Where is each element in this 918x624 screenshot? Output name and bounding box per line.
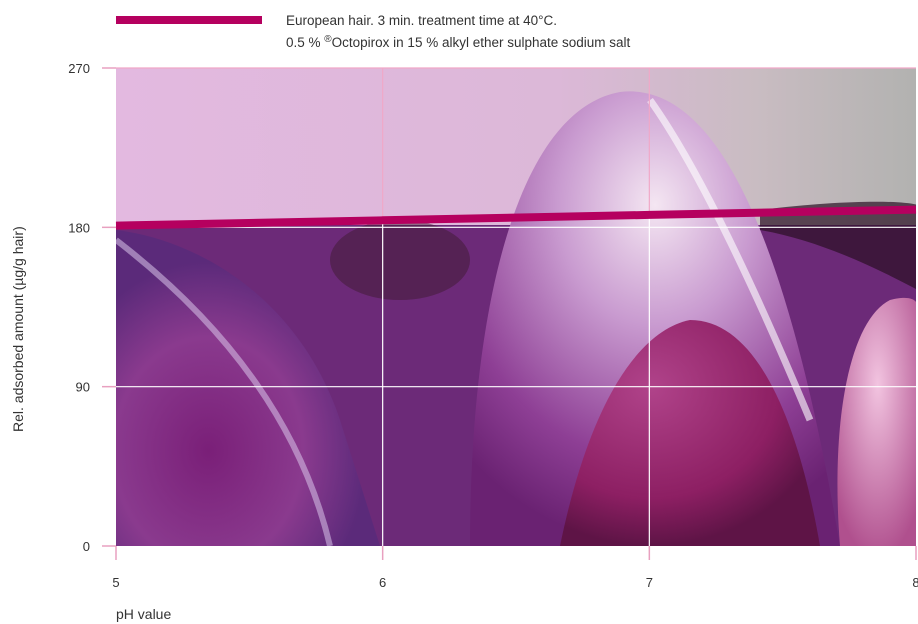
- photo-background: [116, 68, 916, 546]
- axis-ticks: [102, 67, 917, 560]
- legend-line-2-suffix: Octopirox in 15 % alkyl ether sulphate s…: [332, 35, 631, 50]
- y-tick-label-0: 0: [83, 539, 90, 554]
- legend-swatch: [116, 16, 262, 24]
- x-tick-label-6: 6: [379, 575, 386, 590]
- legend-line-2-prefix: 0.5 %: [286, 35, 324, 50]
- x-tick-label-8: 8: [912, 575, 918, 590]
- legend-line-2: 0.5 % ®Octopirox in 15 % alkyl ether sul…: [286, 34, 631, 51]
- legend-line-1: European hair. 3 min. treatment time at …: [286, 13, 557, 28]
- y-tick-label-90: 90: [76, 380, 90, 395]
- tick-labels: 0 90 180 270 5 6 7 8: [68, 61, 918, 590]
- legend: European hair. 3 min. treatment time at …: [116, 13, 631, 50]
- y-axis-title: Rel. adsorbed amount (µg/g hair): [10, 226, 26, 432]
- x-tick-label-5: 5: [112, 575, 119, 590]
- series-line-0: [115, 205, 917, 230]
- y-tick-label-270: 270: [68, 61, 90, 76]
- gridlines: [116, 67, 916, 546]
- y-tick-label-180: 180: [68, 220, 90, 235]
- legend-registered-mark: ®: [324, 34, 332, 45]
- series-layer: [115, 205, 917, 230]
- x-axis-title: pH value: [116, 606, 171, 622]
- x-tick-label-7: 7: [646, 575, 653, 590]
